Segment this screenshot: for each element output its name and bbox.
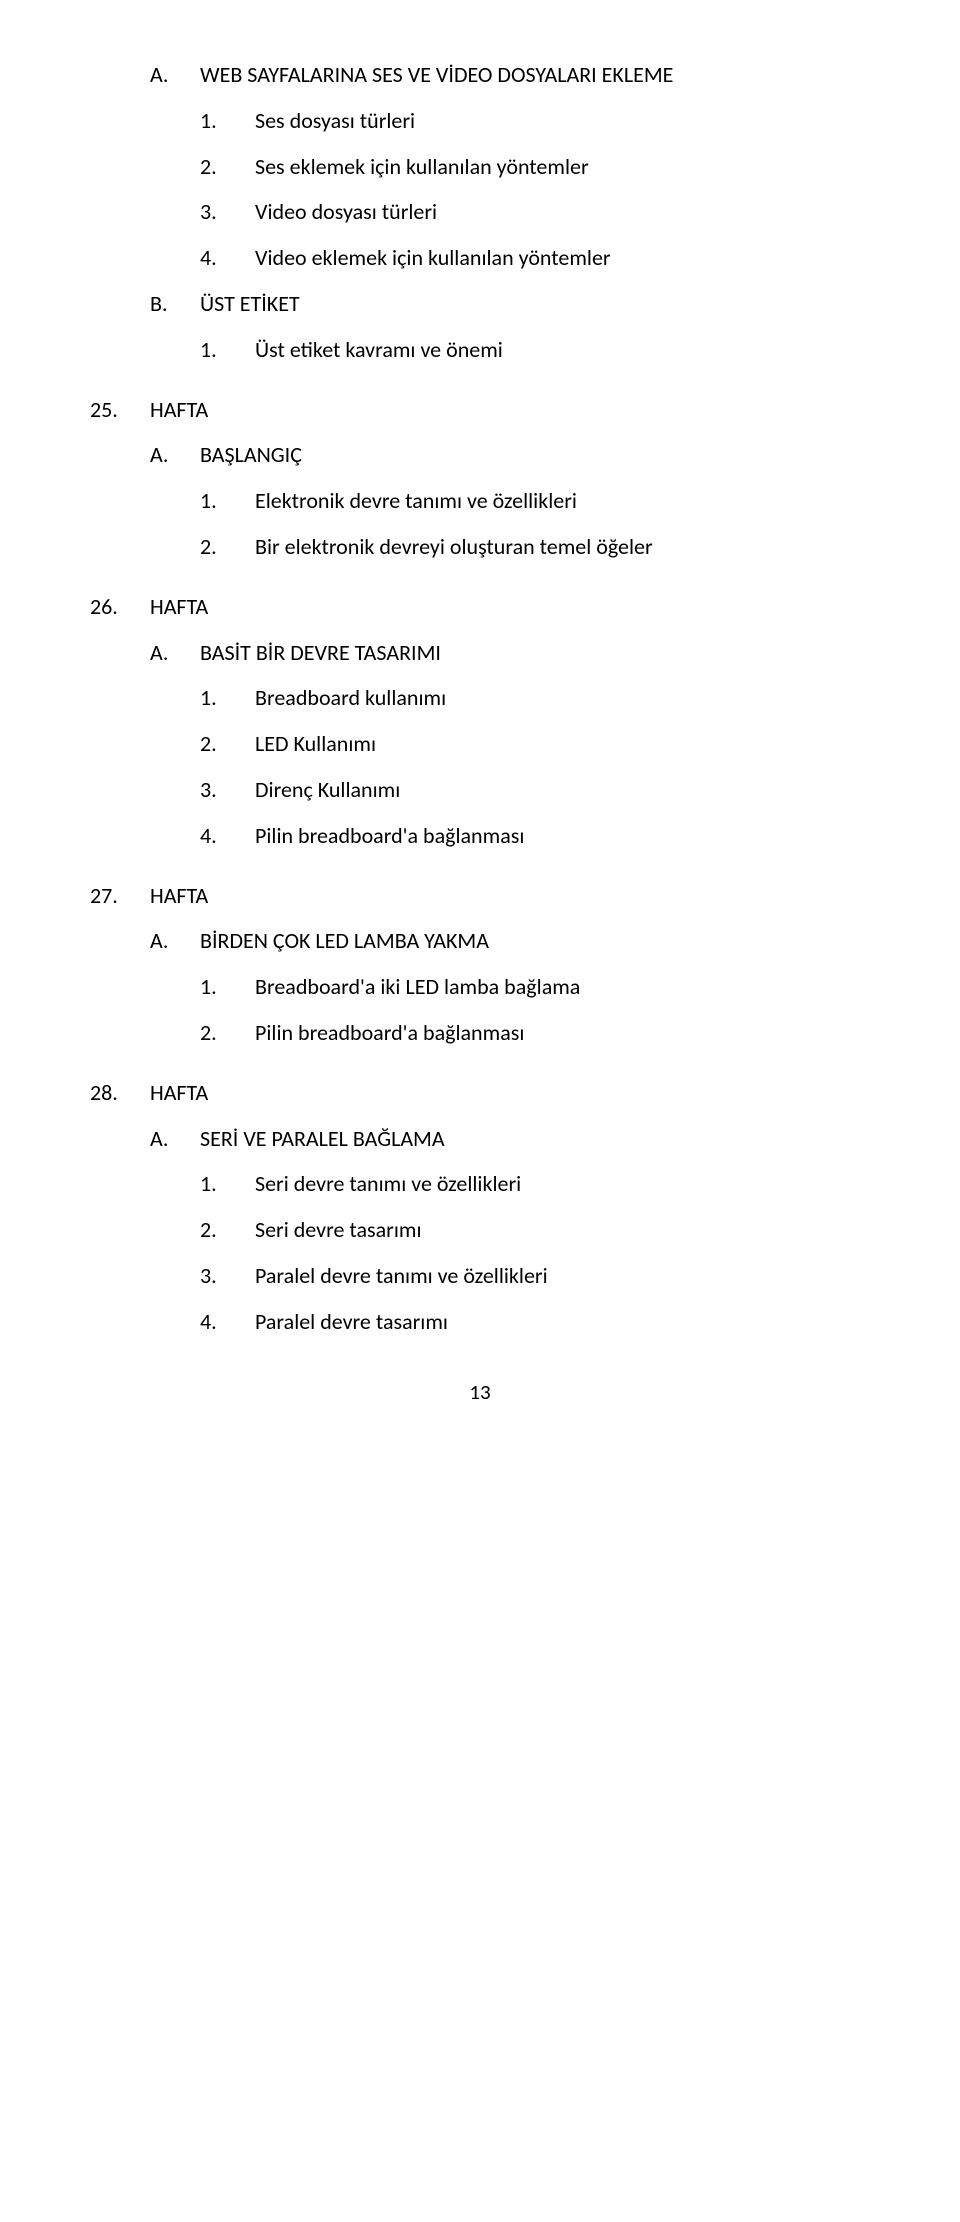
list-item: 4. Pilin breadboard'a bağlanması bbox=[90, 815, 870, 857]
list-item: 2. Seri devre tasarımı bbox=[90, 1209, 870, 1251]
section-title: WEB SAYFALARINA SES VE VİDEO DOSYALARI E… bbox=[200, 54, 870, 96]
list-item: 4. Paralel devre tasarımı bbox=[90, 1301, 870, 1343]
section-heading-b: B. ÜST ETİKET bbox=[90, 283, 870, 325]
section-heading: A. BASİT BİR DEVRE TASARIMI bbox=[90, 632, 870, 674]
item-text: Video dosyası türleri bbox=[255, 191, 870, 233]
section-title: BİRDEN ÇOK LED LAMBA YAKMA bbox=[200, 920, 870, 962]
list-item: 1. Seri devre tanımı ve özellikleri bbox=[90, 1163, 870, 1205]
week-heading-26: 26. HAFTA bbox=[90, 586, 870, 628]
item-number: 2. bbox=[200, 1209, 255, 1251]
item-number: 3. bbox=[200, 191, 255, 233]
week-number: 28. bbox=[90, 1072, 150, 1114]
list-item: 3. Direnç Kullanımı bbox=[90, 769, 870, 811]
section-heading: A. BİRDEN ÇOK LED LAMBA YAKMA bbox=[90, 920, 870, 962]
week-heading-25: 25. HAFTA bbox=[90, 389, 870, 431]
section-title: BASİT BİR DEVRE TASARIMI bbox=[200, 632, 870, 674]
item-number: 2. bbox=[200, 723, 255, 765]
item-number: 1. bbox=[200, 966, 255, 1008]
section-title: SERİ VE PARALEL BAĞLAMA bbox=[200, 1118, 870, 1160]
section-heading: A. BAŞLANGIÇ bbox=[90, 434, 870, 476]
list-item: 1. Üst etiket kavramı ve önemi bbox=[90, 329, 870, 371]
item-text: Üst etiket kavramı ve önemi bbox=[255, 329, 870, 371]
section-heading: A. SERİ VE PARALEL BAĞLAMA bbox=[90, 1118, 870, 1160]
item-number: 3. bbox=[200, 1255, 255, 1297]
item-number: 1. bbox=[200, 100, 255, 142]
item-text: Elektronik devre tanımı ve özellikleri bbox=[255, 480, 870, 522]
item-text: Bir elektronik devreyi oluşturan temel ö… bbox=[255, 526, 870, 568]
section-letter: A. bbox=[150, 1118, 200, 1160]
item-text: Seri devre tanımı ve özellikleri bbox=[255, 1163, 870, 1205]
item-number: 1. bbox=[200, 1163, 255, 1205]
item-text: Breadboard'a iki LED lamba bağlama bbox=[255, 966, 870, 1008]
week-number: 25. bbox=[90, 389, 150, 431]
section-heading-a: A. WEB SAYFALARINA SES VE VİDEO DOSYALAR… bbox=[90, 54, 870, 96]
week-label: HAFTA bbox=[150, 586, 870, 628]
item-number: 1. bbox=[200, 480, 255, 522]
week-heading-28: 28. HAFTA bbox=[90, 1072, 870, 1114]
section-letter: A. bbox=[150, 920, 200, 962]
item-number: 1. bbox=[200, 677, 255, 719]
item-number: 1. bbox=[200, 329, 255, 371]
item-text: Pilin breadboard'a bağlanması bbox=[255, 1012, 870, 1054]
item-text: Paralel devre tasarımı bbox=[255, 1301, 870, 1343]
week-label: HAFTA bbox=[150, 875, 870, 917]
list-item: 2. Bir elektronik devreyi oluşturan teme… bbox=[90, 526, 870, 568]
item-text: Paralel devre tanımı ve özellikleri bbox=[255, 1255, 870, 1297]
item-text: Video eklemek için kullanılan yöntemler bbox=[255, 237, 870, 279]
item-text: Seri devre tasarımı bbox=[255, 1209, 870, 1251]
item-number: 4. bbox=[200, 815, 255, 857]
item-text: LED Kullanımı bbox=[255, 723, 870, 765]
page-number: 13 bbox=[90, 1373, 870, 1413]
list-item: 2. Ses eklemek için kullanılan yöntemler bbox=[90, 146, 870, 188]
list-item: 3. Video dosyası türleri bbox=[90, 191, 870, 233]
week-label: HAFTA bbox=[150, 1072, 870, 1114]
list-item: 1. Elektronik devre tanımı ve özellikler… bbox=[90, 480, 870, 522]
item-number: 2. bbox=[200, 526, 255, 568]
section-title: ÜST ETİKET bbox=[200, 283, 870, 325]
list-item: 1. Breadboard kullanımı bbox=[90, 677, 870, 719]
list-item: 1. Breadboard'a iki LED lamba bağlama bbox=[90, 966, 870, 1008]
section-letter: A. bbox=[150, 434, 200, 476]
week-number: 26. bbox=[90, 586, 150, 628]
item-number: 3. bbox=[200, 769, 255, 811]
item-text: Direnç Kullanımı bbox=[255, 769, 870, 811]
section-letter: B. bbox=[150, 283, 200, 325]
item-number: 4. bbox=[200, 237, 255, 279]
list-item: 2. LED Kullanımı bbox=[90, 723, 870, 765]
section-title: BAŞLANGIÇ bbox=[200, 434, 870, 476]
item-text: Ses dosyası türleri bbox=[255, 100, 870, 142]
section-letter: A. bbox=[150, 632, 200, 674]
item-text: Ses eklemek için kullanılan yöntemler bbox=[255, 146, 870, 188]
item-number: 2. bbox=[200, 1012, 255, 1054]
item-text: Pilin breadboard'a bağlanması bbox=[255, 815, 870, 857]
week-heading-27: 27. HAFTA bbox=[90, 875, 870, 917]
list-item: 2. Pilin breadboard'a bağlanması bbox=[90, 1012, 870, 1054]
list-item: 3. Paralel devre tanımı ve özellikleri bbox=[90, 1255, 870, 1297]
list-item: 1. Ses dosyası türleri bbox=[90, 100, 870, 142]
item-number: 4. bbox=[200, 1301, 255, 1343]
list-item: 4. Video eklemek için kullanılan yönteml… bbox=[90, 237, 870, 279]
item-text: Breadboard kullanımı bbox=[255, 677, 870, 719]
week-label: HAFTA bbox=[150, 389, 870, 431]
section-letter: A. bbox=[150, 54, 200, 96]
item-number: 2. bbox=[200, 146, 255, 188]
week-number: 27. bbox=[90, 875, 150, 917]
